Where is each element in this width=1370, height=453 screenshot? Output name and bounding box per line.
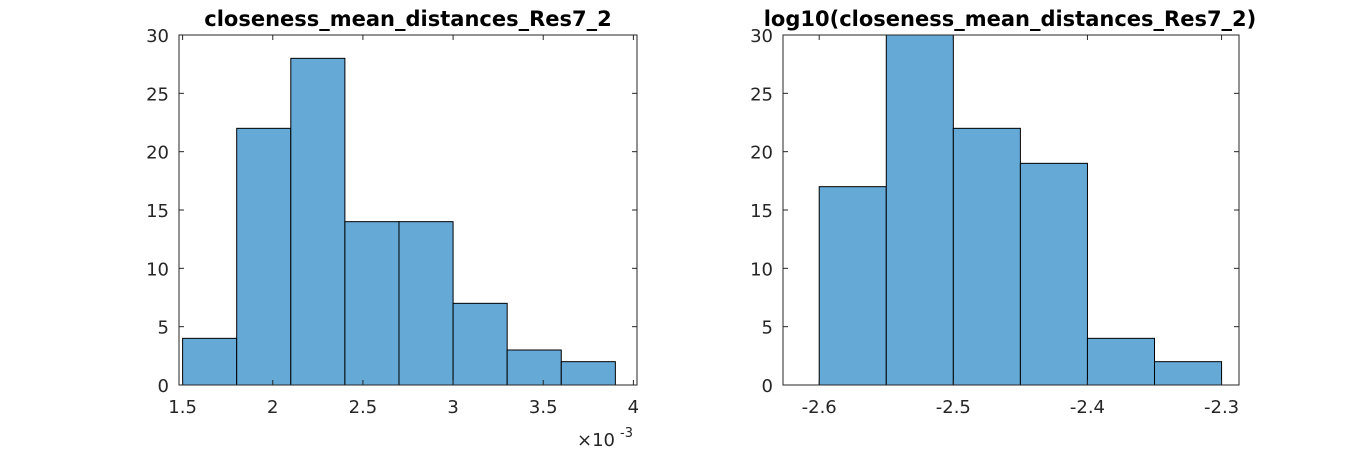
y-tick-label: 25: [146, 84, 169, 105]
y-tick-labels: 0 5 10 15 20 25 30: [146, 26, 169, 397]
bars-group: [182, 57, 616, 386]
histogram-bar: [1154, 361, 1223, 386]
y-tick-label: 5: [762, 318, 773, 339]
chart-title: log10(closeness_mean_distances_Res7_2): [764, 7, 1257, 31]
histogram-bar: [506, 349, 562, 386]
y-tick-labels: 0 5 10 15 20 25 30: [750, 26, 773, 397]
histogram-bar: [398, 221, 454, 386]
x-tick-label: 2.5: [349, 397, 378, 418]
y-tick-label: 30: [750, 26, 773, 47]
y-tick-label: 20: [146, 143, 169, 164]
histogram-bar: [452, 302, 508, 386]
x-tick-label: -2.4: [1070, 397, 1105, 418]
histogram-bar: [560, 361, 616, 386]
y-tick-label: 0: [762, 376, 773, 397]
x-exponent-label: ×10 -3: [577, 426, 633, 451]
x-tick-label: -2.5: [936, 397, 971, 418]
histogram-bar: [290, 57, 346, 386]
y-tick-label: 25: [750, 84, 773, 105]
x-tick-label: 3: [447, 397, 458, 418]
x-tick-label: 3.5: [529, 397, 558, 418]
y-tick-label: 30: [146, 26, 169, 47]
x-tick-label: 4: [628, 397, 639, 418]
bars-group: [818, 34, 1223, 386]
x-tick-label: 2: [267, 397, 278, 418]
histogram-bar: [952, 127, 1021, 386]
y-tick-label: 15: [750, 201, 773, 222]
axes-box: [782, 34, 1240, 386]
x-tick-label: -2.3: [1204, 397, 1239, 418]
axes-box: [178, 34, 638, 386]
chart-title: closeness_mean_distances_Res7_2: [204, 7, 611, 31]
histogram-bar: [236, 127, 292, 386]
histogram-linear: closeness_mean_distances_Res7_2 1.5 2 2.5 3…: [146, 7, 639, 451]
x-tick-labels: -2.6 -2.5 -2.4 -2.3: [802, 397, 1239, 418]
histogram-bar: [1019, 162, 1088, 386]
x-exponent-base: ×10: [577, 430, 615, 451]
x-tick-labels: 1.5 2 2.5 3 3.5 4: [168, 397, 639, 418]
y-tick-label: 0: [158, 376, 169, 397]
y-tick-label: 15: [146, 201, 169, 222]
y-tick-label: 5: [158, 318, 169, 339]
histogram-bar: [182, 337, 238, 386]
histogram-bar: [1086, 337, 1156, 386]
y-tick-label: 10: [750, 259, 773, 280]
x-exponent-power: -3: [620, 426, 633, 441]
y-tick-label: 20: [750, 143, 773, 164]
histogram-bar: [344, 221, 400, 386]
x-tick-label: -2.6: [802, 397, 837, 418]
x-tick-label: 1.5: [168, 397, 197, 418]
y-tick-label: 10: [146, 259, 169, 280]
histogram-bar: [818, 186, 887, 386]
histogram-bar: [885, 34, 954, 386]
histogram-log10: log10(closeness_mean_distances_Res7_2) -…: [750, 7, 1256, 418]
